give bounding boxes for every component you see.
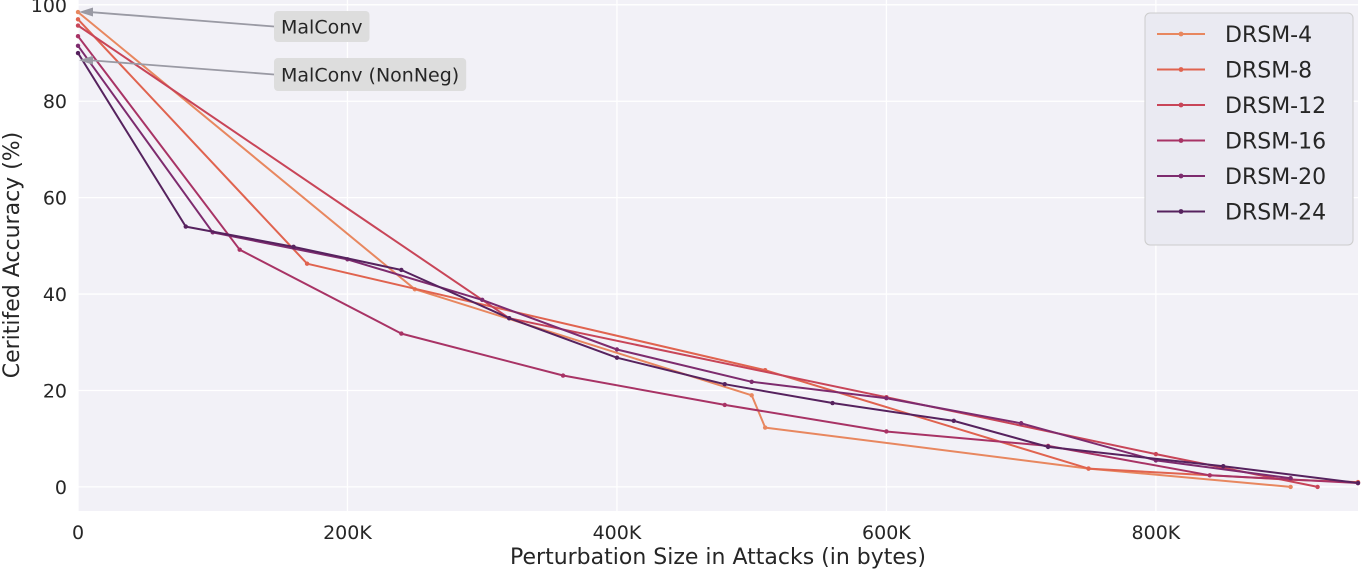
series-lines — [75, 9, 1361, 490]
annotation-arrowhead — [79, 55, 93, 65]
legend-label: DRSM-16 — [1225, 130, 1326, 155]
data-point-drsm-24 — [1045, 444, 1051, 450]
data-point-drsm-24 — [399, 267, 404, 273]
legend-item-drsm-24: DRSM-24 — [1157, 201, 1326, 226]
annotation-arrow-line — [89, 11, 275, 28]
data-point-drsm-8 — [1086, 466, 1091, 471]
annotation-label: MalConv — [281, 17, 363, 39]
legend-item-drsm-4: DRSM-4 — [1157, 23, 1312, 48]
x-axis-label: Perturbation Size in Attacks (in bytes) — [510, 545, 926, 570]
series-drsm-24 — [75, 50, 1361, 486]
data-point-drsm-8 — [304, 261, 310, 266]
data-point-drsm-24 — [722, 382, 727, 387]
y-tick-label: 20 — [43, 380, 67, 402]
legend-box — [1144, 12, 1354, 246]
x-tick-label: 400K — [593, 522, 642, 544]
data-point-drsm-24 — [830, 400, 835, 406]
data-point-drsm-16 — [560, 373, 566, 378]
data-point-drsm-16 — [722, 402, 727, 408]
series-line-drsm-24 — [77, 52, 1359, 484]
x-tick-label: 0 — [72, 522, 84, 544]
legend-label: DRSM-24 — [1225, 201, 1326, 226]
annotation-arrowhead — [79, 7, 93, 17]
y-tick-label: 40 — [43, 284, 67, 306]
data-point-drsm-20 — [1288, 476, 1293, 481]
y-tick-labels: 0 20 40 60 80 100 — [31, 0, 67, 499]
legend-swatch-marker — [1178, 173, 1184, 179]
data-point-drsm-4 — [749, 393, 754, 398]
legend-swatch-marker — [1178, 102, 1184, 108]
data-point-drsm-8 — [75, 17, 81, 22]
data-point-drsm-16 — [1207, 473, 1212, 478]
legend-swatch-marker — [1178, 67, 1184, 72]
annotation-label: MalConv (NonNeg) — [281, 65, 459, 87]
x-tick-labels: 0 200K 400K 600K 800K — [72, 522, 1181, 544]
data-point-drsm-16 — [884, 429, 889, 434]
legend-label: DRSM-4 — [1225, 23, 1312, 48]
data-point-drsm-16 — [399, 331, 404, 336]
data-point-drsm-24 — [506, 315, 512, 321]
annotations: MalConv MalConv (NonNeg) — [79, 7, 467, 91]
x-tick-label: 800K — [1132, 522, 1181, 544]
y-tick-label: 100 — [31, 0, 67, 17]
y-tick-label: 80 — [43, 91, 67, 113]
annotation-2: MalConv (NonNeg) — [79, 55, 467, 91]
legend-swatch-marker — [1178, 31, 1184, 37]
legend: DRSM-4 DRSM-8 DRSM-12 DRSM-16 DRSM-20 DRSM-24 — [1144, 12, 1354, 246]
data-point-drsm-4 — [762, 425, 768, 430]
data-point-drsm-20 — [1018, 421, 1024, 426]
y-tick-label: 0 — [55, 477, 67, 499]
y-tick-label: 60 — [43, 188, 67, 210]
annotation-box — [274, 11, 370, 42]
legend-item-drsm-8: DRSM-8 — [1157, 59, 1312, 84]
data-point-drsm-24 — [75, 50, 81, 56]
data-point-drsm-16 — [237, 247, 242, 252]
data-point-drsm-20 — [480, 297, 485, 303]
legend-item-drsm-20: DRSM-20 — [1157, 165, 1326, 190]
data-point-drsm-24 — [1355, 480, 1361, 486]
series-line-drsm-20 — [77, 45, 1291, 480]
legend-swatch-marker — [1178, 209, 1184, 214]
data-point-drsm-24 — [183, 224, 188, 229]
legend-item-drsm-12: DRSM-12 — [1157, 94, 1326, 119]
data-point-drsm-24 — [951, 418, 956, 424]
legend-item-drsm-16: DRSM-16 — [1157, 130, 1326, 155]
annotation-arrow-line — [89, 59, 275, 76]
legend-swatch-marker — [1178, 138, 1184, 143]
data-point-drsm-16 — [75, 33, 81, 39]
data-point-drsm-20 — [614, 347, 620, 352]
legend-label: DRSM-12 — [1225, 94, 1326, 119]
data-point-drsm-24 — [291, 244, 296, 250]
data-point-drsm-20 — [884, 395, 889, 401]
data-point-drsm-4 — [75, 9, 81, 15]
data-point-drsm-20 — [749, 379, 754, 385]
data-point-drsm-4 — [1288, 484, 1293, 490]
data-point-drsm-12 — [1315, 484, 1320, 490]
data-point-drsm-24 — [614, 355, 620, 360]
data-point-drsm-24 — [1221, 463, 1226, 469]
x-tick-label: 200K — [323, 522, 372, 544]
legend-label: DRSM-20 — [1225, 165, 1326, 190]
annotation-1: MalConv — [79, 7, 370, 42]
data-point-drsm-20 — [75, 43, 81, 48]
y-axis-label: Ceritifed Accuracy (%) — [0, 132, 25, 379]
x-tick-label: 600K — [862, 522, 911, 544]
legend-label: DRSM-8 — [1225, 59, 1312, 84]
annotation-box — [274, 58, 467, 91]
data-point-drsm-12 — [1153, 451, 1159, 457]
data-point-drsm-12 — [75, 23, 81, 28]
